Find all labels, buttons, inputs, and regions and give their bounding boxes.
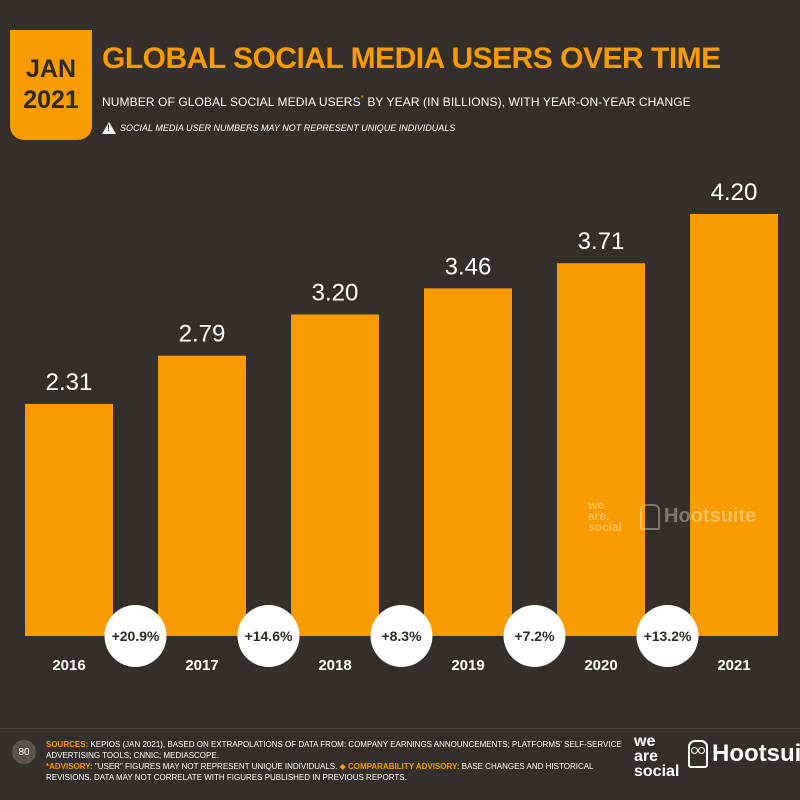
yoy-change-label: +14.6% [245,628,293,644]
comparability-text: BASE CHANGES AND HISTORICAL REVISIONS. D… [46,762,594,782]
comparability-label: ◆ COMPARABILITY ADVISORY: [339,762,460,771]
hootsuite-logo: Hootsuite [688,740,800,768]
bar-value-label: 2.31 [46,369,93,396]
sources-label: SOURCES: [46,740,89,749]
date-badge-month: JAN [25,55,76,83]
footer-divider [0,728,800,729]
warning-triangle-icon [102,122,116,134]
bar-chart: 2.31 2016 2.79 2017 3.20 2018 3.46 2019 3.71 2020… [25,179,778,674]
page-number: 80 [12,740,36,764]
yoy-change-label: +7.2% [514,628,555,644]
sources-footnote: SOURCES: KEPIOS (JAN 2021), BASED ON EXT… [46,739,626,783]
we-are-social-logo: we are social [634,733,680,780]
watermark: we are. social Hootsuite [588,498,756,534]
bar-value-label: 4.20 [711,179,758,206]
x-tick-label: 2019 [451,657,484,674]
bar-value-label: 3.20 [312,279,359,306]
bar-2020 [557,263,645,636]
yoy-change-circle [636,605,699,667]
bar-2021 [690,214,778,636]
owl-icon [688,740,708,768]
advisory-text: "USER" FIGURES MAY NOT REPRESENT UNIQUE … [92,762,338,771]
yoy-change-circle [503,605,566,667]
x-tick-label: 2018 [318,657,351,674]
bar-2018 [291,314,379,636]
yoy-change-circle [104,605,167,667]
watermark-hootsuite-logo: Hootsuite [640,503,756,530]
subtitle-main: NUMBER OF GLOBAL SOCIAL MEDIA USERS [102,95,361,109]
advisory-label: *ADVISORY: [46,762,93,771]
yoy-change-label: +8.3% [381,628,422,644]
x-tick-label: 2017 [185,657,218,674]
owl-icon [640,503,661,530]
yoy-change-label: +20.9% [112,628,160,644]
subtitle-asterisk: * [360,94,364,103]
bar-value-label: 2.79 [179,321,226,348]
bar-2016 [25,403,113,636]
warning-text: SOCIAL MEDIA USER NUMBERS MAY NOT REPRES… [120,123,456,133]
watermark-we-are-social-logo: we are. social [588,498,623,534]
sources-text: KEPIOS (JAN 2021), BASED ON EXTRAPOLATIO… [46,740,622,760]
bar-2019 [424,288,512,636]
bar-value-label: 3.71 [578,228,625,255]
subtitle-rest: BY YEAR (IN BILLIONS), WITH YEAR-ON-YEAR… [363,95,691,109]
date-badge-year: 2021 [23,86,79,114]
x-tick-label: 2016 [52,657,85,674]
x-tick-label: 2020 [584,657,617,674]
warning-note: SOCIAL MEDIA USER NUMBERS MAY NOT REPRES… [102,120,455,136]
page-title: GLOBAL SOCIAL MEDIA USERS OVER TIME [102,42,721,75]
yoy-change-label: +13.2% [644,628,692,644]
yoy-change-circle [370,605,433,667]
yoy-change-circle [237,605,300,667]
x-tick-label: 2021 [717,657,750,674]
bar-value-label: 3.46 [445,253,492,280]
page-subtitle: NUMBER OF GLOBAL SOCIAL MEDIA USERS* BY … [102,94,691,109]
date-badge: JAN 2021 [10,30,92,140]
bar-2017 [158,355,246,636]
